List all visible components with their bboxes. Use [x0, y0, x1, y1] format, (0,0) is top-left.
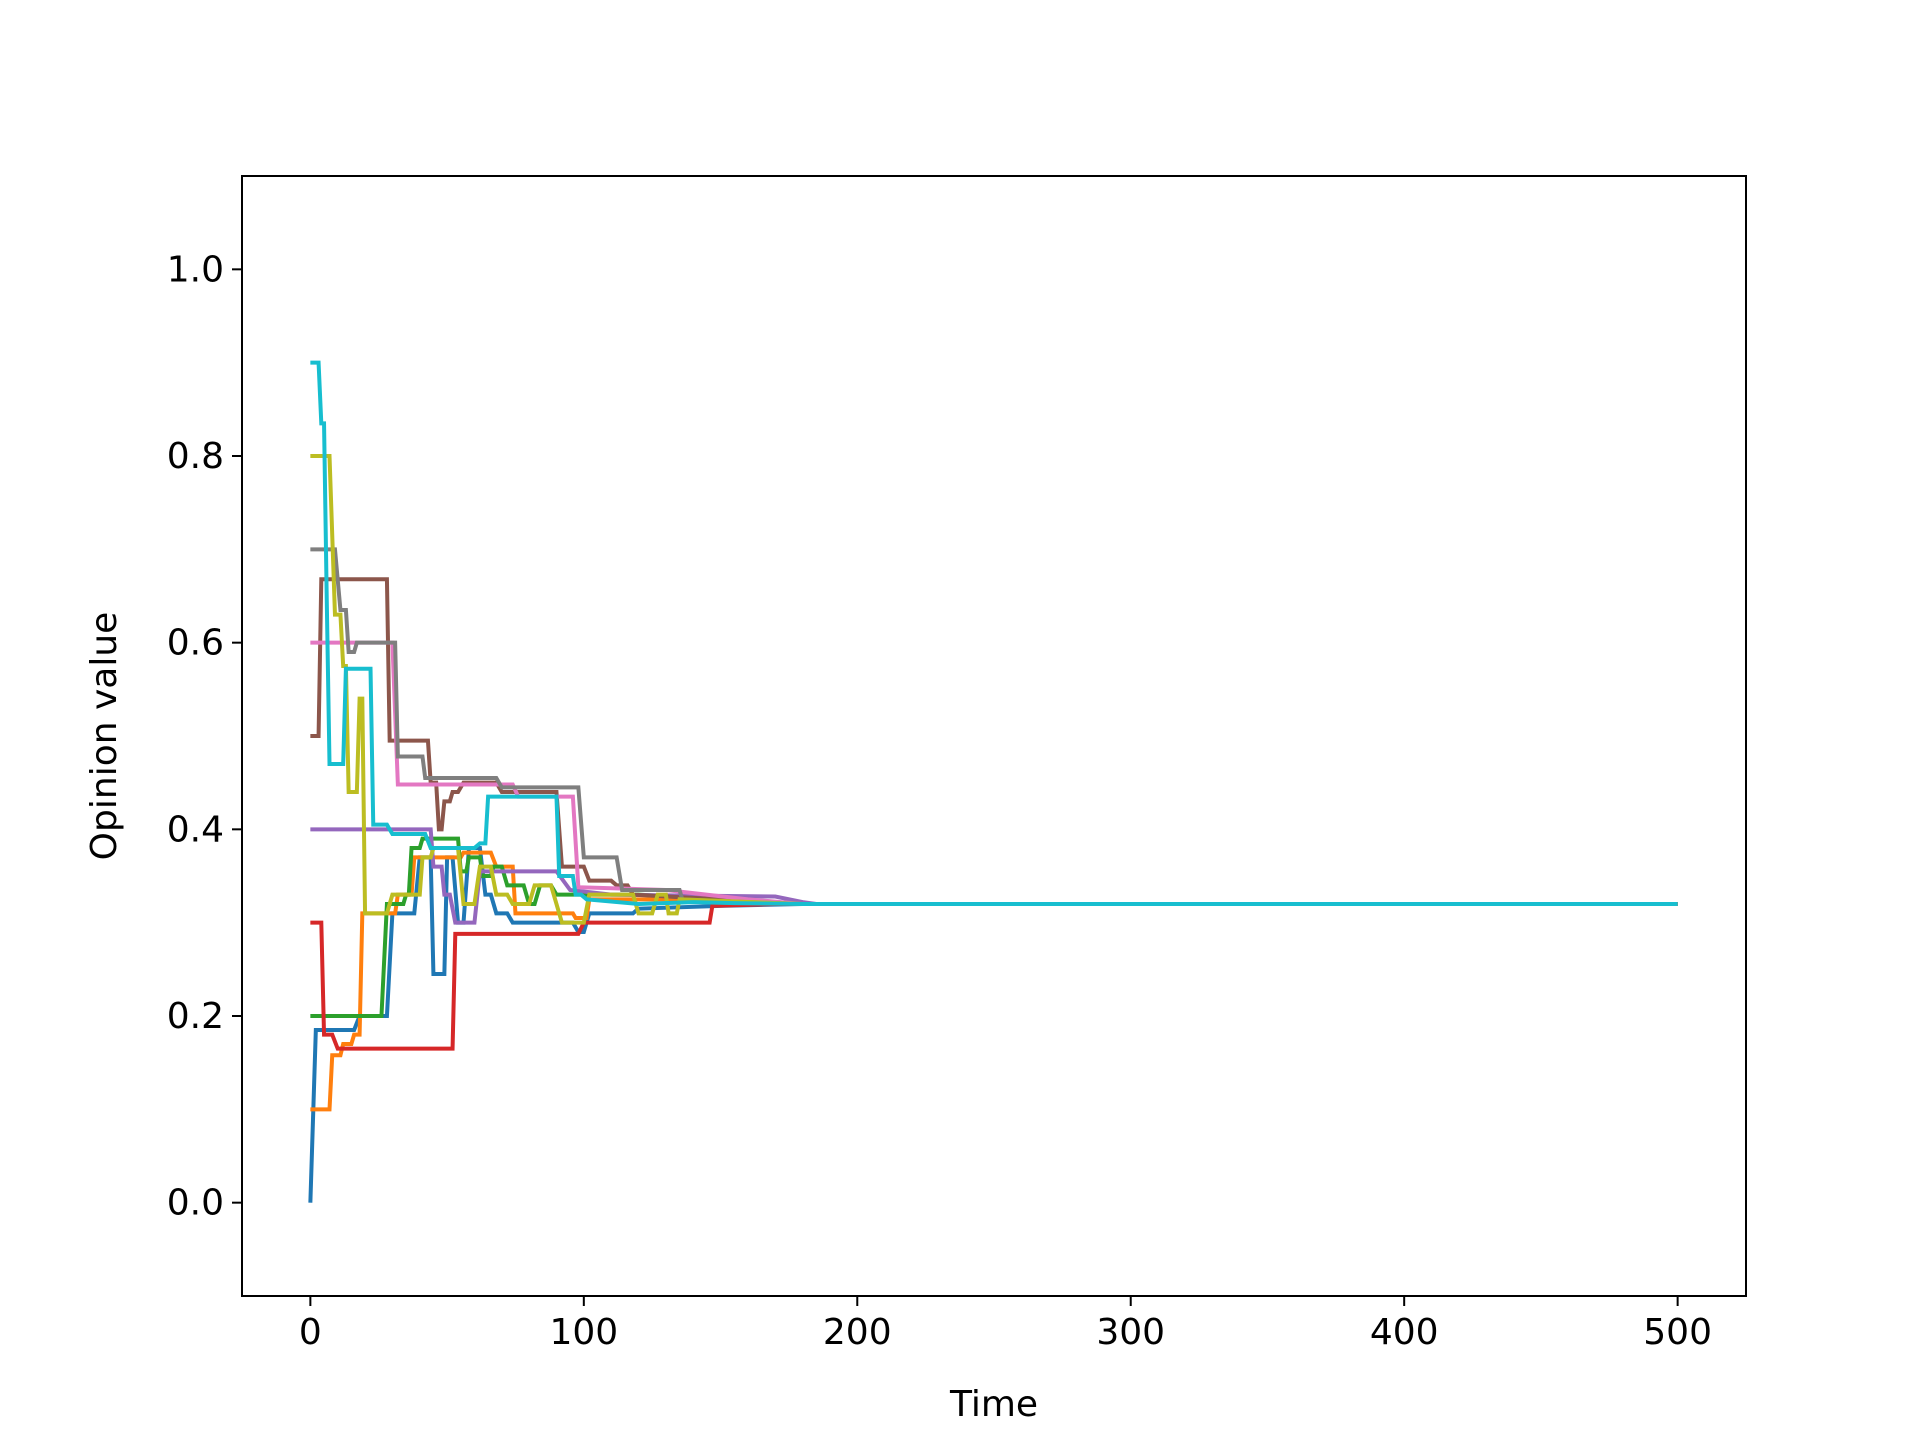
y-tick-label: 0.8 [167, 436, 224, 477]
y-axis-label: Opinion value [84, 612, 125, 861]
series-line-10 [310, 360, 1678, 907]
x-tick-label: 100 [549, 1312, 618, 1353]
x-tick-label: 200 [823, 1312, 892, 1353]
y-axis: 0.0 0.2 0.4 0.6 0.8 1.0 [167, 249, 242, 1224]
y-tick-label: 0.0 [167, 1183, 224, 1224]
x-axis-label: Time [949, 1384, 1038, 1425]
x-tick-label: 500 [1643, 1312, 1712, 1353]
series-layer [308, 360, 1678, 1203]
series-line-8 [310, 547, 1678, 906]
plot-area-frame [241, 175, 1747, 1297]
series-line-4 [310, 902, 1678, 1051]
series-line-9 [310, 454, 1678, 925]
x-axis: 0 100 200 300 400 500 [299, 1296, 1712, 1353]
x-tick-label: 0 [299, 1312, 322, 1353]
y-tick-label: 0.4 [167, 809, 224, 850]
x-tick-label: 300 [1096, 1312, 1165, 1353]
y-tick-label: 0.2 [167, 996, 224, 1037]
y-tick-label: 1.0 [167, 249, 224, 290]
x-tick-label: 400 [1370, 1312, 1439, 1353]
y-tick-label: 0.6 [167, 623, 224, 664]
